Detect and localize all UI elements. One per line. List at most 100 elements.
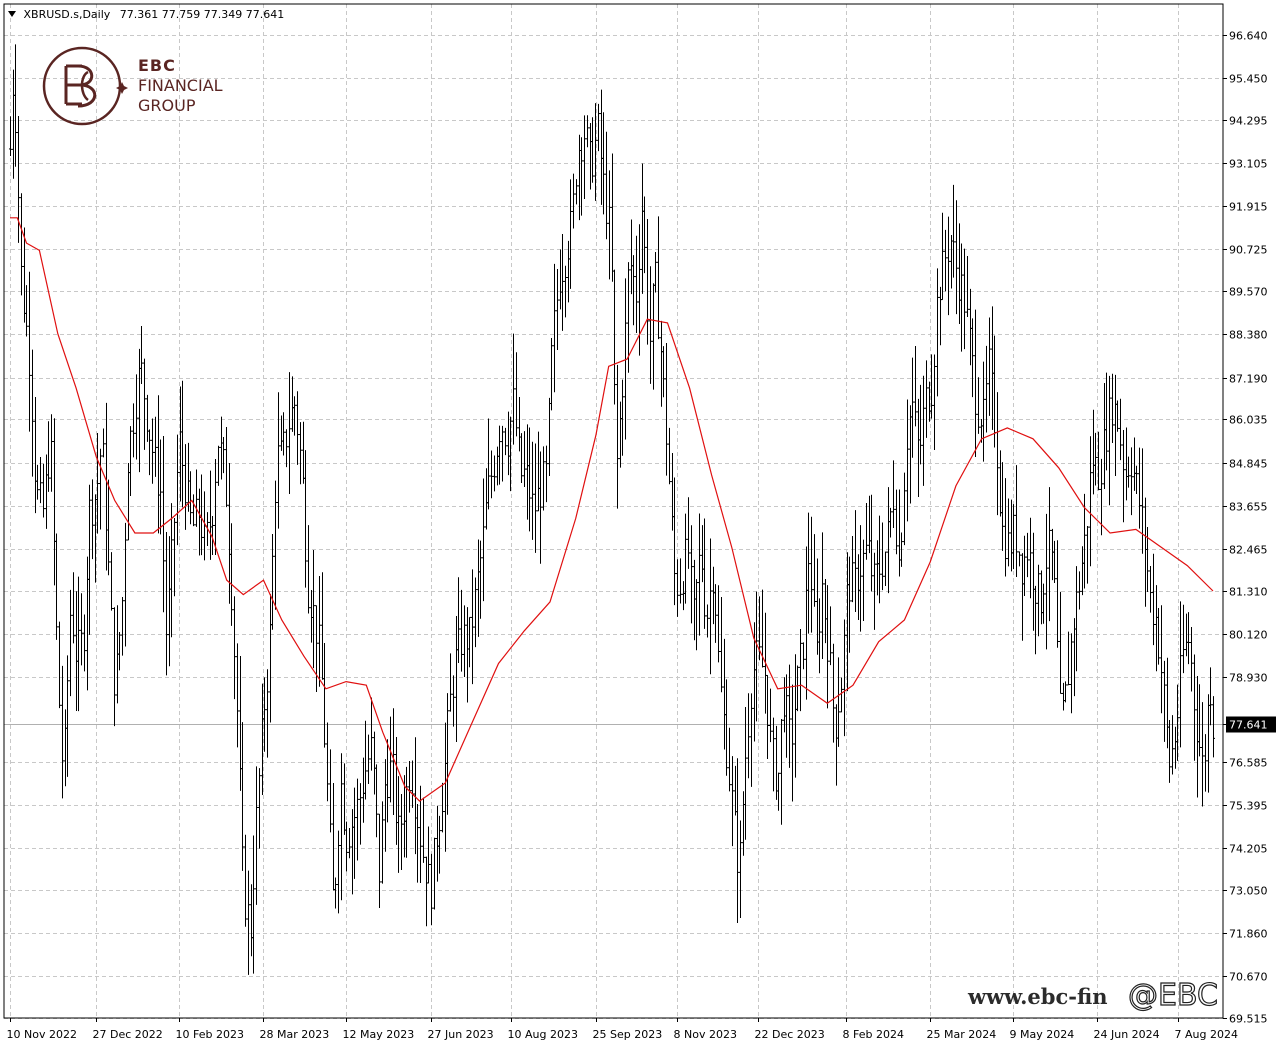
price-bar xyxy=(449,653,452,712)
price-bar xyxy=(679,558,682,604)
y-tick-label: 83.655 xyxy=(1229,501,1268,514)
ebc-logo-mark-icon xyxy=(42,46,128,126)
price-bar xyxy=(925,360,928,438)
price-bar xyxy=(1037,564,1040,637)
y-tick-label: 89.570 xyxy=(1229,286,1268,299)
price-bar xyxy=(441,782,444,833)
price-bar xyxy=(550,337,553,411)
price-bar xyxy=(211,516,214,556)
price-bar xyxy=(378,813,381,909)
price-bar xyxy=(613,269,616,405)
price-bar xyxy=(1149,565,1152,613)
price-bar xyxy=(389,716,392,803)
y-tick-label: 70.670 xyxy=(1229,971,1268,984)
price-bar xyxy=(1122,429,1125,523)
price-bar xyxy=(608,170,611,280)
price-bar xyxy=(58,621,61,709)
price-bars xyxy=(9,44,1215,975)
price-bar xyxy=(561,234,564,331)
y-tick-label: 73.050 xyxy=(1229,885,1268,898)
y-tick-label: 95.450 xyxy=(1229,73,1268,86)
price-bar xyxy=(1127,456,1130,488)
price-bar xyxy=(312,549,315,669)
price-bar xyxy=(1007,498,1010,567)
price-bar xyxy=(1083,493,1086,589)
y-tick-label: 88.380 xyxy=(1229,329,1268,342)
price-bar xyxy=(61,665,64,799)
price-bar xyxy=(605,131,608,240)
price-bar xyxy=(356,778,359,861)
price-bar xyxy=(1089,436,1092,567)
price-bar xyxy=(293,396,296,436)
price-bar xyxy=(36,464,39,500)
price-bar xyxy=(1187,612,1190,665)
price-bar xyxy=(252,835,255,974)
price-bar xyxy=(654,252,657,293)
price-bar xyxy=(39,456,42,504)
symbol-header[interactable]: XBRUSD.s,Daily 77.361 77.759 77.349 77.6… xyxy=(8,8,284,21)
price-bar xyxy=(602,112,605,215)
price-bar xyxy=(985,345,988,433)
price-bar xyxy=(88,484,91,635)
price-bar xyxy=(807,512,810,634)
price-bar xyxy=(266,669,269,758)
price-bar xyxy=(214,459,217,556)
price-bar xyxy=(135,374,138,460)
price-bar xyxy=(668,427,671,485)
price-bar xyxy=(892,460,895,529)
x-tick-label: 10 Aug 2023 xyxy=(508,1028,578,1041)
price-bar xyxy=(419,785,422,883)
price-bar xyxy=(1138,447,1141,529)
price-bar xyxy=(482,478,485,602)
price-bar xyxy=(392,708,395,816)
ebc-logo: EBC FINANCIAL GROUP xyxy=(42,44,262,130)
price-bar xyxy=(72,572,75,644)
price-bar xyxy=(1198,684,1201,757)
symbol-name: XBRUSD.s,Daily xyxy=(23,8,111,21)
price-bar xyxy=(143,358,146,450)
price-bar xyxy=(769,688,772,743)
price-bar xyxy=(1176,684,1179,761)
y-tick-label: 91.915 xyxy=(1229,201,1268,214)
price-bar xyxy=(241,722,244,871)
price-bar xyxy=(747,693,750,779)
price-bar xyxy=(427,826,430,884)
price-bar xyxy=(1001,462,1004,551)
x-tick-label: 24 Jun 2024 xyxy=(1094,1028,1160,1041)
price-bar xyxy=(952,184,955,278)
price-bar xyxy=(315,605,318,693)
price-bar xyxy=(55,533,58,640)
price-bar xyxy=(446,693,449,815)
price-bar xyxy=(129,426,132,496)
dropdown-arrow-icon[interactable] xyxy=(8,11,16,17)
price-bar xyxy=(148,429,151,476)
price-bar xyxy=(471,569,474,685)
price-bar xyxy=(1157,607,1160,665)
price-bar xyxy=(1179,601,1182,748)
price-bar xyxy=(854,510,857,612)
price-bar xyxy=(829,606,832,666)
price-bar xyxy=(1004,478,1007,577)
price-bar xyxy=(826,585,829,709)
x-tick-label: 7 Aug 2024 xyxy=(1175,1028,1238,1041)
price-bar xyxy=(430,853,433,926)
price-bar xyxy=(9,116,12,157)
logo-text: EBC FINANCIAL GROUP xyxy=(138,56,223,116)
price-bar xyxy=(99,448,102,530)
price-bar xyxy=(728,727,731,792)
price-bar xyxy=(490,450,493,499)
price-bar xyxy=(1075,566,1078,672)
y-tick-label: 90.725 xyxy=(1229,244,1268,257)
price-bar xyxy=(1116,400,1119,432)
price-bar xyxy=(1012,504,1015,570)
logo-line-1: EBC xyxy=(138,56,176,75)
y-tick-label: 71.860 xyxy=(1229,928,1268,941)
price-bar xyxy=(189,471,192,525)
price-bar xyxy=(848,556,851,653)
price-bar xyxy=(329,749,332,833)
price-bar xyxy=(780,719,783,825)
price-bar xyxy=(318,576,321,687)
price-bar xyxy=(1086,526,1089,584)
